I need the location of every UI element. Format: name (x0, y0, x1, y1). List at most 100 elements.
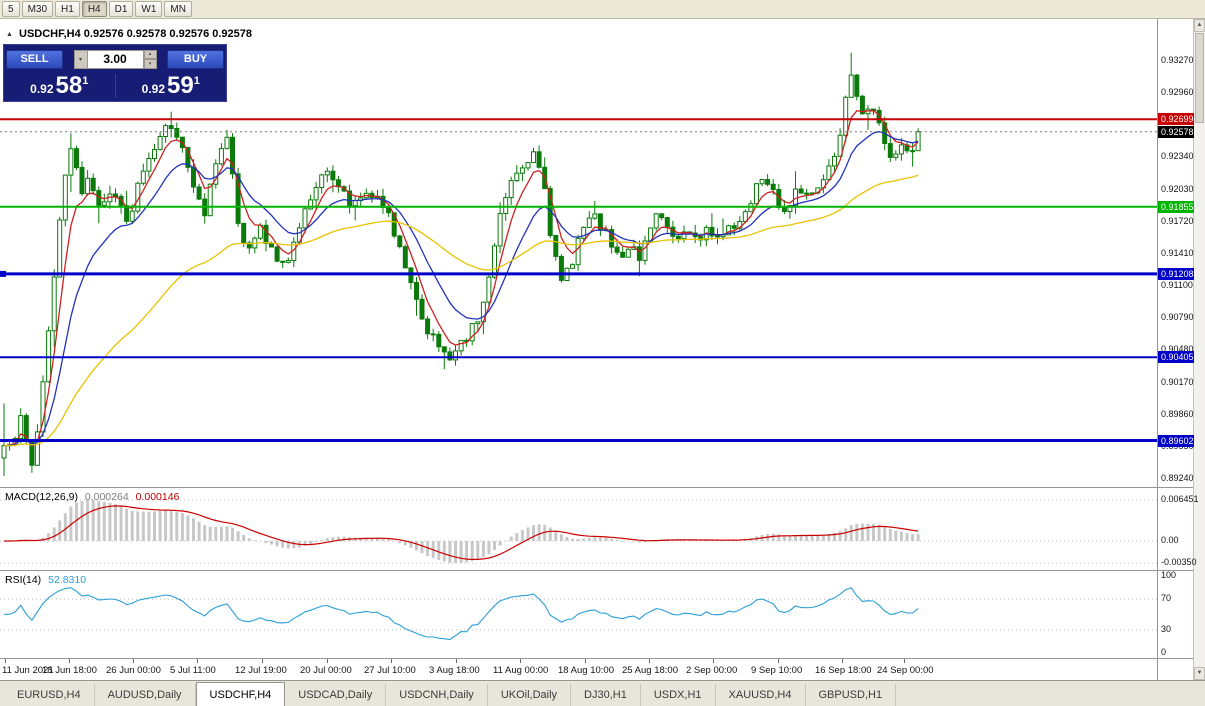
rsi-label: RSI(14) 52.8310 (5, 574, 86, 586)
macd-name: MACD(12,26,9) (5, 491, 78, 503)
chart-ohlc-values: 0.92576 0.92578 0.92576 0.92578 (83, 28, 253, 40)
time-axis-label: 2 Sep 00:00 (686, 665, 738, 676)
chart-tab-xauusd-h4[interactable]: XAUUSD,H4 (716, 684, 806, 706)
scrollbar-thumb[interactable] (1195, 33, 1204, 123)
time-axis-tick (197, 659, 198, 663)
level-line-handle[interactable] (0, 270, 6, 277)
timeframe-button-w1[interactable]: W1 (135, 1, 163, 17)
timeframe-button-mn[interactable]: MN (164, 1, 192, 17)
buy-price-display: 0.92591 (141, 71, 200, 99)
rsi-indicator-panel[interactable]: RSI(14) 52.8310 (0, 570, 1193, 658)
chart-symbol-timeframe: USDCHF,H4 (19, 28, 81, 40)
time-axis-label: 24 Sep 00:00 (877, 665, 934, 676)
time-axis-tick (778, 659, 779, 663)
time-axis-label: 18 Aug 10:00 (558, 665, 614, 676)
time-axis-label: 3 Aug 18:00 (429, 665, 480, 676)
macd-label: MACD(12,26,9) 0.000264 0.000146 (5, 491, 179, 503)
time-axis-tick (842, 659, 843, 663)
down-arrow-icon: ▼ (1196, 670, 1203, 676)
volume-decrease-button[interactable]: ▾ (143, 59, 157, 69)
macd-indicator-panel[interactable]: MACD(12,26,9) 0.000264 0.000146 (0, 487, 1193, 570)
scroll-up-button[interactable]: ▲ (1194, 19, 1205, 32)
volume-stepper: ▴ ▾ (143, 49, 157, 69)
price-chart-svg[interactable] (0, 19, 1157, 487)
trade-panel-prices: 0.92581 0.92591 (4, 70, 226, 101)
scroll-down-button[interactable]: ▼ (1194, 667, 1205, 680)
timeframe-button-h1[interactable]: H1 (55, 1, 80, 17)
level-price-badge: 0.90405 (1158, 351, 1194, 363)
current-price-badge: 0.92578 (1158, 126, 1194, 138)
time-axis-tick (5, 659, 6, 663)
ma-line-ema13 (3, 130, 919, 447)
time-axis-label: 12 Jul 19:00 (235, 665, 287, 676)
price-axis-tick: 0.90170 (1161, 377, 1194, 387)
price-axis-tick: 0.89860 (1161, 409, 1194, 419)
ma-line-ema50 (4, 174, 919, 447)
volume-input[interactable] (87, 49, 144, 69)
rsi-axis-label: 70 (1161, 593, 1172, 603)
time-axis-tick (456, 659, 457, 663)
timeframe-button-h4[interactable]: H4 (81, 1, 107, 17)
up-triangle-icon: ▲ (6, 31, 13, 38)
rsi-axis-label: 30 (1161, 624, 1172, 634)
timeframe-button-m30[interactable]: M30 (21, 1, 54, 17)
time-axis-tick (133, 659, 134, 663)
macd-histogram (2, 499, 920, 564)
price-chart-panel[interactable]: ▲ USDCHF,H4 0.92576 0.92578 0.92576 0.92… (0, 19, 1157, 487)
time-axis-label: 11 Jun 2021 (2, 665, 54, 676)
time-axis[interactable]: 11 Jun 2021 18 Jun 18:00 26 Jun 00:00 5 Jul… (0, 658, 1193, 680)
volume-increase-button[interactable]: ▴ (143, 49, 157, 59)
chart-tab-usdcnh-daily[interactable]: USDCNH,Daily (386, 684, 488, 706)
chart-tab-gbpusd-h1[interactable]: GBPUSD,H1 (806, 684, 897, 706)
time-axis-label: 18 Jun 18:00 (42, 665, 97, 676)
rsi-value: 52.8310 (48, 574, 87, 586)
time-axis-label: 9 Sep 10:00 (751, 665, 803, 676)
candlestick-series (1, 52, 921, 476)
price-axis-tick: 0.90480 (1161, 344, 1194, 354)
time-axis-tick (520, 659, 521, 663)
up-arrow-icon: ▲ (1196, 22, 1203, 28)
time-axis-label: 5 Jul 11:00 (170, 665, 216, 676)
price-axis-tick: 0.91410 (1161, 248, 1194, 258)
sell-button[interactable]: SELL (6, 49, 63, 69)
time-axis-label: 20 Jul 00:00 (300, 665, 352, 676)
price-axis-tick: 0.91720 (1161, 216, 1194, 226)
price-axis-tick: 0.92340 (1161, 151, 1194, 161)
price-axis-tick: 0.93270 (1161, 55, 1194, 65)
buy-button[interactable]: BUY (167, 49, 224, 69)
time-axis-tick (327, 659, 328, 663)
chart-tab-audusd-daily[interactable]: AUDUSD,Daily (95, 684, 196, 706)
level-price-badge: 0.91855 (1158, 201, 1194, 213)
time-axis-label: 25 Aug 18:00 (622, 665, 678, 676)
macd-main-value: 0.000264 (84, 491, 129, 503)
price-divider (114, 73, 116, 98)
vertical-scrollbar[interactable]: ▲ ▼ (1193, 19, 1205, 680)
chart-tab-dj30-h1[interactable]: DJ30,H1 (571, 684, 641, 706)
rsi-axis-label: 0 (1161, 647, 1167, 657)
rsi-axis-label: 100 (1161, 570, 1177, 580)
timeframe-button-d1[interactable]: D1 (108, 1, 134, 17)
time-axis-tick (262, 659, 263, 663)
ma-line-ema5 (3, 109, 919, 447)
time-axis-label: 11 Aug 00:00 (493, 665, 549, 676)
time-axis-tick (713, 659, 714, 663)
chart-tab-eurusd-h4[interactable]: EURUSD,H4 (4, 684, 95, 706)
one-click-trading-panel: SELL ▾ ▴ ▾ BUY 0.92581 0.92591 (3, 44, 227, 102)
rsi-chart-svg[interactable] (0, 571, 1157, 659)
level-price-badge: 0.92699 (1158, 113, 1194, 125)
time-axis-label: 26 Jun 00:00 (106, 665, 161, 676)
price-axis[interactable]: 0.93270 0.92960 0.92340 0.92030 0.91720 0.914… (1157, 19, 1199, 680)
time-axis-tick (69, 659, 70, 663)
time-axis-label: 27 Jul 10:00 (364, 665, 416, 676)
trade-panel-controls: SELL ▾ ▴ ▾ BUY (4, 45, 226, 70)
chart-tabs-bar: EURUSD,H4 AUDUSD,Daily USDCHF,H4 USDCAD,Dai… (0, 680, 1205, 706)
volume-dropdown-button[interactable]: ▾ (73, 49, 88, 69)
chart-tab-usdcad-daily[interactable]: USDCAD,Daily (285, 684, 387, 706)
timeframe-button-5[interactable]: 5 (2, 1, 20, 17)
chart-tab-usdx-h1[interactable]: USDX,H1 (641, 684, 716, 706)
macd-chart-svg[interactable] (0, 488, 1157, 571)
macd-signal-value: 0.000146 (135, 491, 180, 503)
chart-tab-ukoil-daily[interactable]: UKOil,Daily (488, 684, 572, 706)
chart-tab-usdchf-h4[interactable]: USDCHF,H4 (195, 682, 286, 706)
